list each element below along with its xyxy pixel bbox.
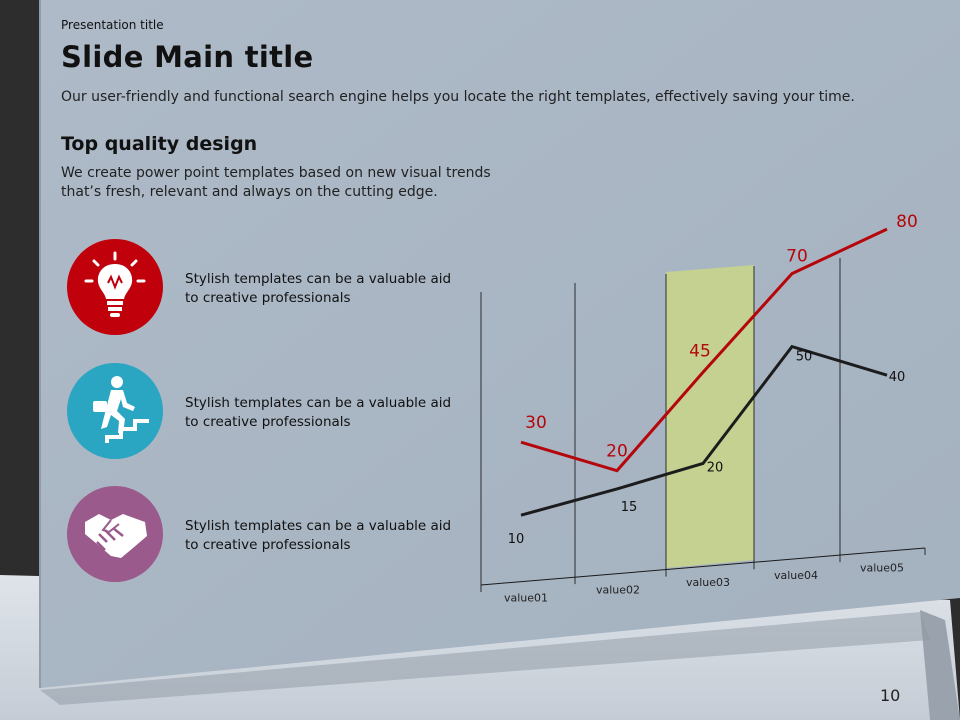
- slide-subtitle: Our user-friendly and functional search …: [61, 89, 855, 105]
- data-label: 15: [621, 500, 638, 515]
- data-label-layer: 30 20 45 70 80 10 15 20 50 40: [508, 212, 918, 547]
- feature-1-text: Stylish templates can be a valuable aid …: [185, 271, 452, 306]
- data-label: 80: [896, 212, 918, 232]
- x-axis: [480, 547, 926, 586]
- series-line-black: [520, 344, 888, 517]
- data-label: 10: [508, 532, 525, 547]
- board-shadow: [40, 612, 930, 705]
- presentation-title: Presentation title: [61, 18, 164, 32]
- category-label: value04: [774, 569, 818, 582]
- data-label: 30: [525, 413, 547, 433]
- section-heading: Top quality design: [61, 133, 258, 155]
- chart-gridlines: [480, 258, 841, 585]
- feature-3-text: Stylish templates can be a valuable aid …: [185, 518, 452, 553]
- highlight-band-value03: [666, 265, 754, 568]
- handshake-icon: [67, 486, 163, 582]
- category-label-layer: value01 value02 value03 value04 value05: [504, 562, 904, 605]
- data-label: 40: [889, 370, 906, 385]
- data-label: 20: [606, 442, 628, 462]
- category-label: value05: [860, 562, 904, 575]
- category-label: value03: [686, 576, 730, 589]
- data-label: 20: [707, 461, 724, 476]
- data-label: 45: [689, 341, 711, 361]
- feature-3-circle: [67, 486, 163, 582]
- page-number: 10: [880, 686, 901, 705]
- x-axis-ticks: [480, 548, 926, 592]
- category-label: value01: [504, 591, 548, 604]
- series-line-red: [520, 227, 888, 473]
- section-body: We create power point templates based on…: [61, 165, 491, 200]
- series-layer: [520, 227, 888, 517]
- climbing-stairs-icon: [67, 363, 163, 459]
- feature-1-circle: [67, 239, 163, 335]
- feature-2-text: Stylish templates can be a valuable aid …: [185, 395, 452, 430]
- data-label: 50: [796, 350, 813, 365]
- lightbulb-icon: [67, 239, 163, 335]
- floor-board-edge: [920, 610, 960, 720]
- category-label: value02: [596, 584, 640, 597]
- feature-2-circle: [67, 363, 163, 459]
- data-label: 70: [786, 247, 808, 267]
- slide-main-title: Slide Main title: [61, 40, 314, 74]
